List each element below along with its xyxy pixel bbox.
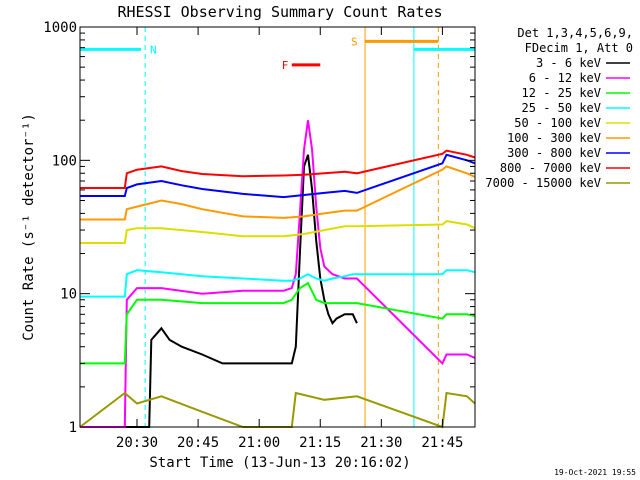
- legend-label-1: 6 - 12 keV: [529, 71, 601, 85]
- y-axis-label: Count Rate (s⁻¹ detector⁻¹): [21, 113, 37, 341]
- legend-label-0: 3 - 6 keV: [536, 56, 601, 70]
- legend-label-4: 50 - 100 keV: [514, 116, 601, 130]
- y-tick-label-2: 100: [52, 153, 77, 169]
- series-line-6: [80, 153, 476, 199]
- series-line-1: [80, 120, 476, 428]
- series-line-0: [80, 154, 358, 428]
- series-line-4: [80, 220, 476, 244]
- legend-label-8: 7000 - 15000 keV: [485, 176, 601, 190]
- x-axis-label: Start Time (13-Jun-13 20:16:02): [149, 455, 410, 471]
- y-axis-ticks: 1 10 100 1000: [43, 20, 475, 436]
- series-line-8: [79, 391, 476, 429]
- legend-header-line-1: Det 1,3,4,5,6,9,: [517, 26, 633, 40]
- plot-area: N S F: [79, 27, 476, 429]
- legend-label-6: 300 - 800 keV: [507, 146, 601, 160]
- series-line-5: [80, 165, 476, 221]
- series-line-7: [80, 149, 476, 189]
- legend: Det 1,3,4,5,6,9, FDecim 1, Att 0 3 - 6 k…: [485, 26, 633, 190]
- series-line-2: [80, 281, 476, 365]
- legend-label-3: 25 - 50 keV: [522, 101, 601, 115]
- legend-label-5: 100 - 300 keV: [507, 131, 601, 145]
- annotation-label-N: N: [150, 43, 157, 56]
- y-tick-label-3: 1000: [43, 20, 77, 36]
- x-tick-label-5: 21:45: [421, 435, 463, 451]
- y-tick-label-0: 1: [69, 420, 77, 436]
- chart-title: RHESSI Observing Summary Count Rates: [117, 3, 442, 21]
- x-tick-label-3: 21:15: [299, 435, 341, 451]
- x-tick-label-4: 21:30: [360, 435, 402, 451]
- legend-label-7: 800 - 7000 keV: [500, 161, 601, 175]
- legend-header-line-2: FDecim 1, Att 0: [525, 41, 633, 55]
- footer-timestamp: 19-Oct-2021 19:55: [554, 468, 636, 477]
- plot-frame: [79, 26, 476, 428]
- annotation-label-F: F: [282, 59, 289, 72]
- annotation-label-S: S: [351, 35, 358, 48]
- series-line-3: [80, 269, 476, 298]
- x-tick-label-0: 20:30: [116, 435, 158, 451]
- x-axis-ticks: 20:30 20:45 21:00 21:15 21:30 21:45: [116, 27, 464, 451]
- y-tick-label-1: 10: [60, 287, 77, 303]
- x-tick-label-2: 21:00: [238, 435, 280, 451]
- x-tick-label-1: 20:45: [177, 435, 219, 451]
- legend-label-2: 12 - 25 keV: [522, 86, 601, 100]
